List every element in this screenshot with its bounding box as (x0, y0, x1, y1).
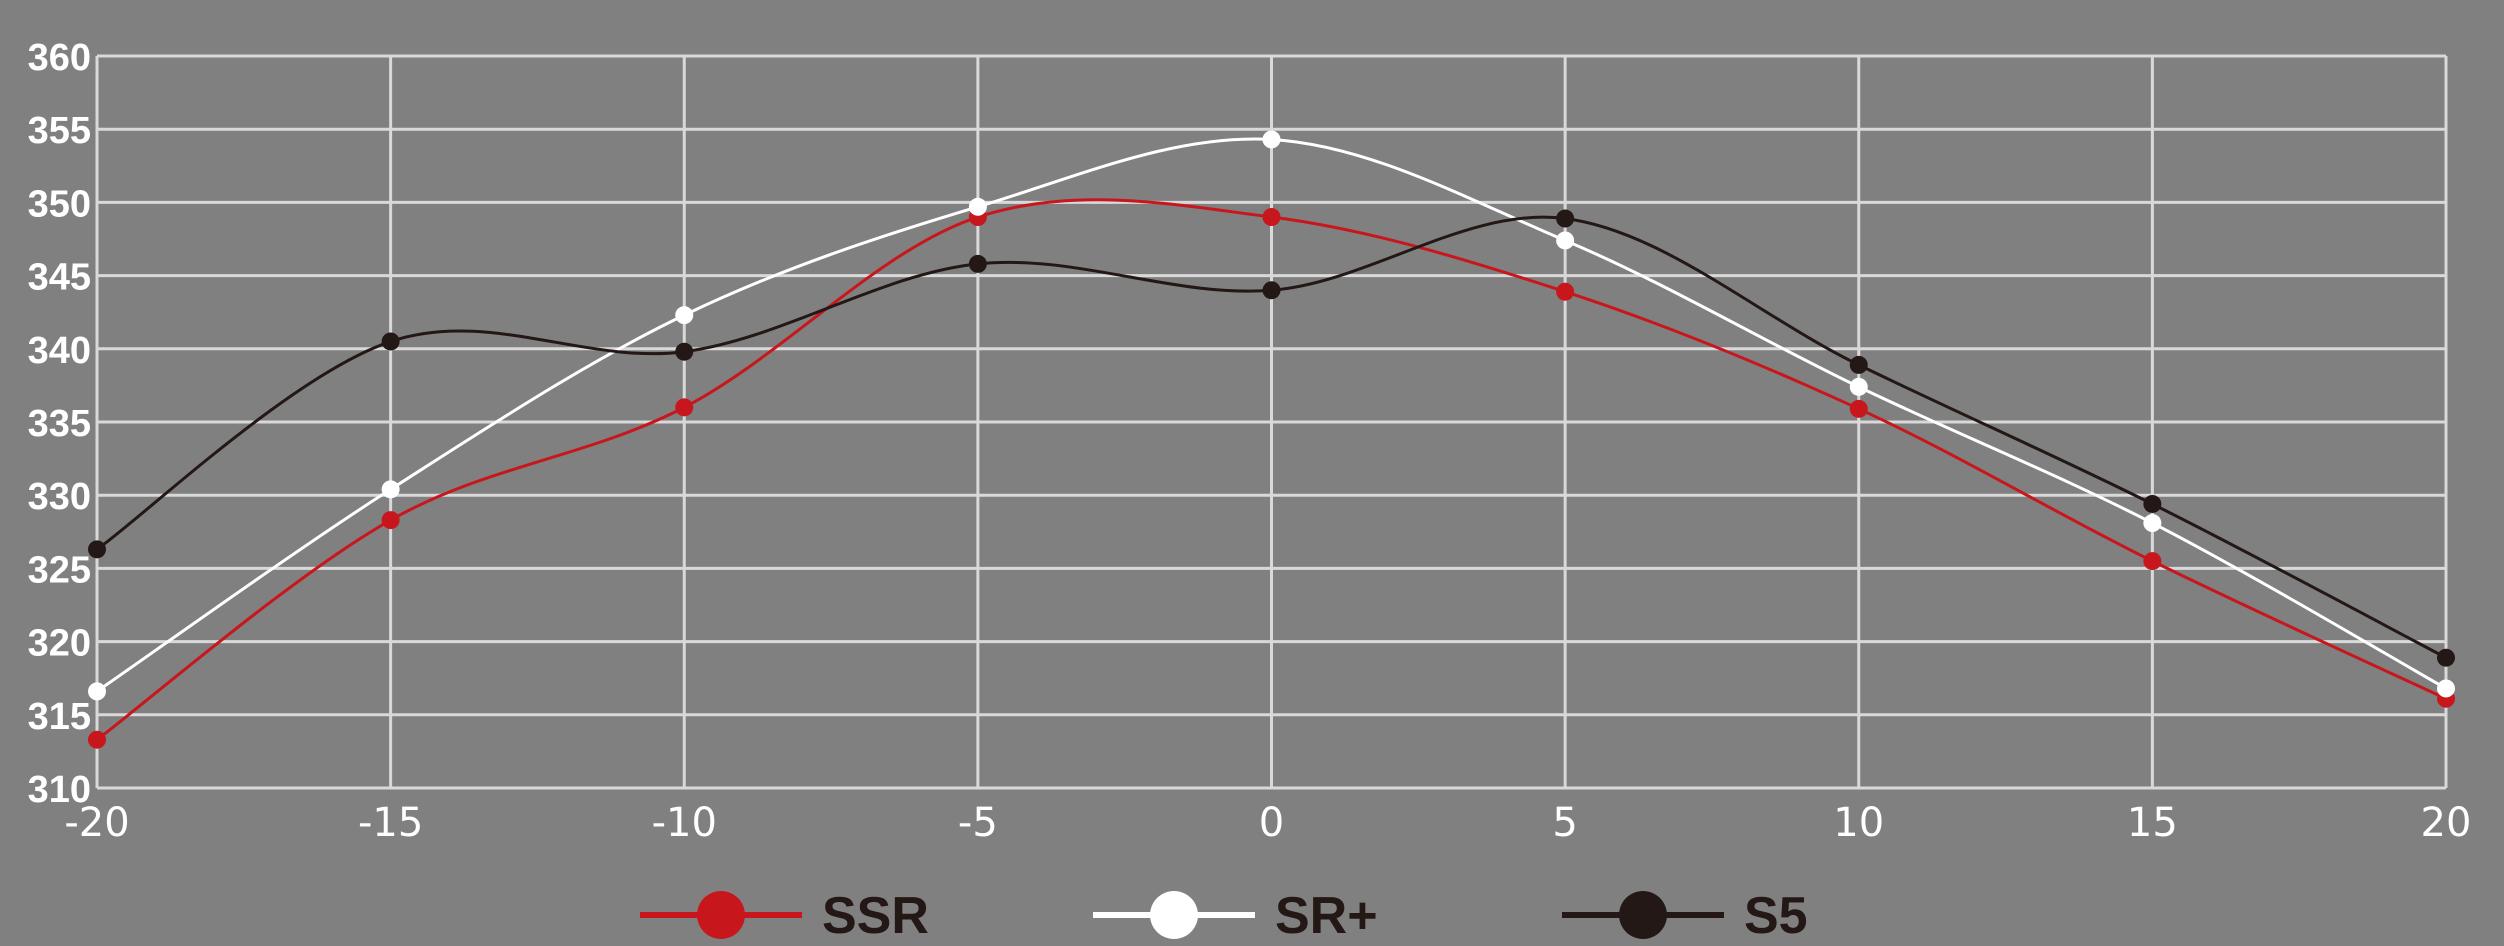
data-point-ssr (381, 511, 400, 530)
x-tick-label: -10 (652, 800, 717, 846)
x-tick-label: 0 (1259, 800, 1284, 846)
y-tick-label: 320 (28, 623, 91, 665)
legend: SSR SR+ S5 (640, 887, 1808, 945)
data-point-s5 (1556, 209, 1575, 228)
legend-label: SSR (822, 887, 929, 945)
data-point-s5 (1849, 355, 1868, 374)
data-point-s5 (381, 332, 400, 351)
legend-item-s5: S5 (1562, 887, 1808, 945)
x-tick-label: -15 (358, 800, 423, 846)
legend-label: S5 (1744, 887, 1808, 945)
y-tick-label: 330 (28, 476, 91, 518)
y-axis-ticks: 310 315 320 325 330 335 340 345 350 355 360 (28, 37, 91, 811)
data-point-sr (675, 306, 694, 325)
data-point-sr (1849, 377, 1868, 396)
series-layer (88, 130, 2455, 749)
data-point-s5 (2143, 494, 2162, 513)
data-point-sr (2143, 514, 2162, 533)
data-point-sr (88, 682, 106, 701)
y-tick-label: 340 (28, 330, 91, 372)
data-point-s5 (2437, 648, 2455, 667)
y-tick-label: 310 (28, 769, 91, 811)
x-tick-label: 15 (2127, 800, 2178, 846)
y-tick-label: 355 (28, 110, 91, 152)
y-tick-label: 350 (28, 183, 91, 225)
x-tick-label: 10 (1833, 800, 1884, 846)
data-point-sr (381, 480, 400, 499)
grid (95, 54, 2448, 790)
y-tick-label: 335 (28, 403, 91, 445)
legend-swatch-marker (1150, 891, 1198, 939)
data-point-ssr (1849, 399, 1868, 418)
data-point-s5 (88, 540, 106, 559)
y-tick-label: 315 (28, 696, 91, 738)
data-point-ssr (1556, 282, 1575, 301)
legend-item-sr: SR+ (1093, 887, 1378, 945)
data-point-s5 (968, 254, 987, 273)
x-tick-label: -5 (958, 800, 998, 846)
data-point-s5 (1262, 281, 1281, 300)
legend-label: SR+ (1275, 887, 1378, 945)
data-point-sr (1556, 231, 1575, 250)
data-point-sr (2437, 679, 2455, 698)
data-point-ssr (1262, 208, 1281, 227)
y-tick-label: 345 (28, 257, 91, 299)
y-tick-label: 325 (28, 549, 91, 591)
y-tick-label: 360 (28, 37, 91, 79)
legend-swatch-marker (697, 891, 745, 939)
data-point-ssr (2143, 552, 2162, 571)
legend-item-ssr: SSR (640, 887, 929, 945)
x-axis-ticks: -20 -15 -10 -5 0 5 10 15 20 (64, 800, 2471, 846)
data-point-ssr (88, 730, 106, 749)
legend-swatch-marker (1619, 891, 1667, 939)
data-point-sr (1262, 130, 1281, 149)
x-tick-label: 20 (2421, 800, 2472, 846)
data-point-sr (968, 197, 987, 216)
x-tick-label: -20 (64, 800, 129, 846)
x-tick-label: 5 (1552, 800, 1577, 846)
data-point-s5 (675, 342, 694, 361)
data-point-ssr (675, 398, 694, 417)
